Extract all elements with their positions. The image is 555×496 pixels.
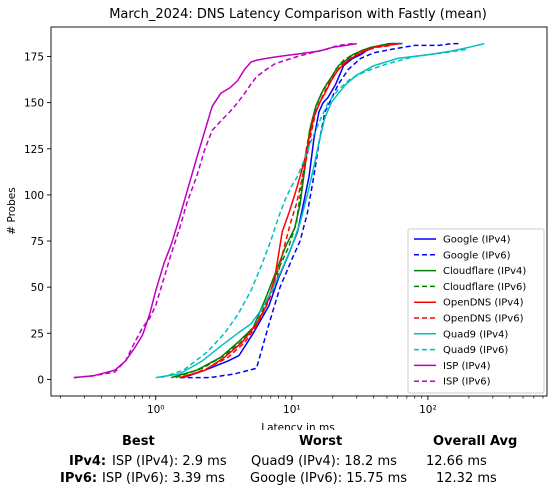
- series-line-0: [183, 42, 403, 379]
- y-tick-label-1: 25: [31, 328, 44, 340]
- y-tick-label-3: 75: [31, 236, 44, 248]
- summary-row-ipv6-worst: Google (IPv6): 15.75 ms: [250, 471, 408, 486]
- y-tick-label-5: 125: [24, 144, 44, 156]
- series-line-8: [73, 42, 357, 379]
- y-axis-label: # Probes: [6, 187, 18, 234]
- y-tick-label-4: 100: [24, 190, 44, 202]
- y-tick-label-2: 50: [31, 282, 44, 294]
- summary-header-worst: Worst: [299, 434, 343, 449]
- plot-frame: [50, 26, 548, 397]
- legend-label-6: Quad9 (IPv4): [443, 329, 508, 340]
- summary-row-ipv4-worst: Quad9 (IPv4): 18.2 ms: [251, 454, 397, 469]
- legend-label-9: ISP (IPv6): [443, 377, 491, 388]
- legend-label-3: Cloudflare (IPv6): [443, 282, 526, 293]
- summary-row-ipv4-label: IPv4:: [69, 454, 107, 469]
- legend-box: [407, 228, 545, 394]
- x-tick-label-0: 10⁰: [147, 404, 165, 416]
- summary-row-ipv6-avg: 12.32 ms: [436, 471, 497, 486]
- x-axis-label: Latency in ms: [261, 422, 334, 430]
- summary-row-ipv6-label: IPv6:: [60, 471, 98, 486]
- series-line-7: [161, 48, 470, 379]
- y-tick-label-0: 0: [37, 374, 44, 386]
- latency-chart: March_2024: DNS Latency Comparison with …: [6, 7, 548, 430]
- series-line-5: [183, 44, 393, 379]
- y-tick-label-6: 150: [24, 98, 44, 110]
- series-line-4: [179, 42, 400, 379]
- legend-label-7: Quad9 (IPv6): [443, 345, 508, 356]
- x-tick-label-1: 10¹: [283, 404, 301, 416]
- legend-label-0: Google (IPv4): [443, 235, 511, 246]
- legend-label-2: Cloudflare (IPv4): [443, 266, 526, 277]
- series-line-6: [155, 42, 485, 379]
- summary-header-avg: Overall Avg: [433, 434, 518, 449]
- legend-label-8: ISP (IPv4): [443, 361, 491, 372]
- series-line-2: [170, 42, 403, 379]
- series-line-3: [175, 44, 388, 379]
- summary-row-ipv4-avg: 12.66 ms: [426, 454, 487, 469]
- summary-row-ipv6-best: ISP (IPv6): 3.39 ms: [102, 471, 225, 486]
- summary-row-ipv4-best: ISP (IPv4): 2.9 ms: [112, 454, 227, 469]
- plot-area: 0 25 50 75 100 125 150 175 10⁰ 10¹ 10² Google (IPv4…: [24, 26, 548, 416]
- x-tick-label-2: 10²: [419, 404, 437, 416]
- chart-title: March_2024: DNS Latency Comparison with …: [109, 7, 487, 22]
- y-tick-label-7: 175: [24, 52, 44, 64]
- legend-label-4: OpenDNS (IPv4): [443, 298, 524, 309]
- series-line-9: [73, 42, 353, 379]
- legend-label-5: OpenDNS (IPv6): [443, 314, 524, 325]
- legend-label-1: Google (IPv6): [443, 250, 511, 261]
- summary-header-best: Best: [122, 434, 155, 449]
